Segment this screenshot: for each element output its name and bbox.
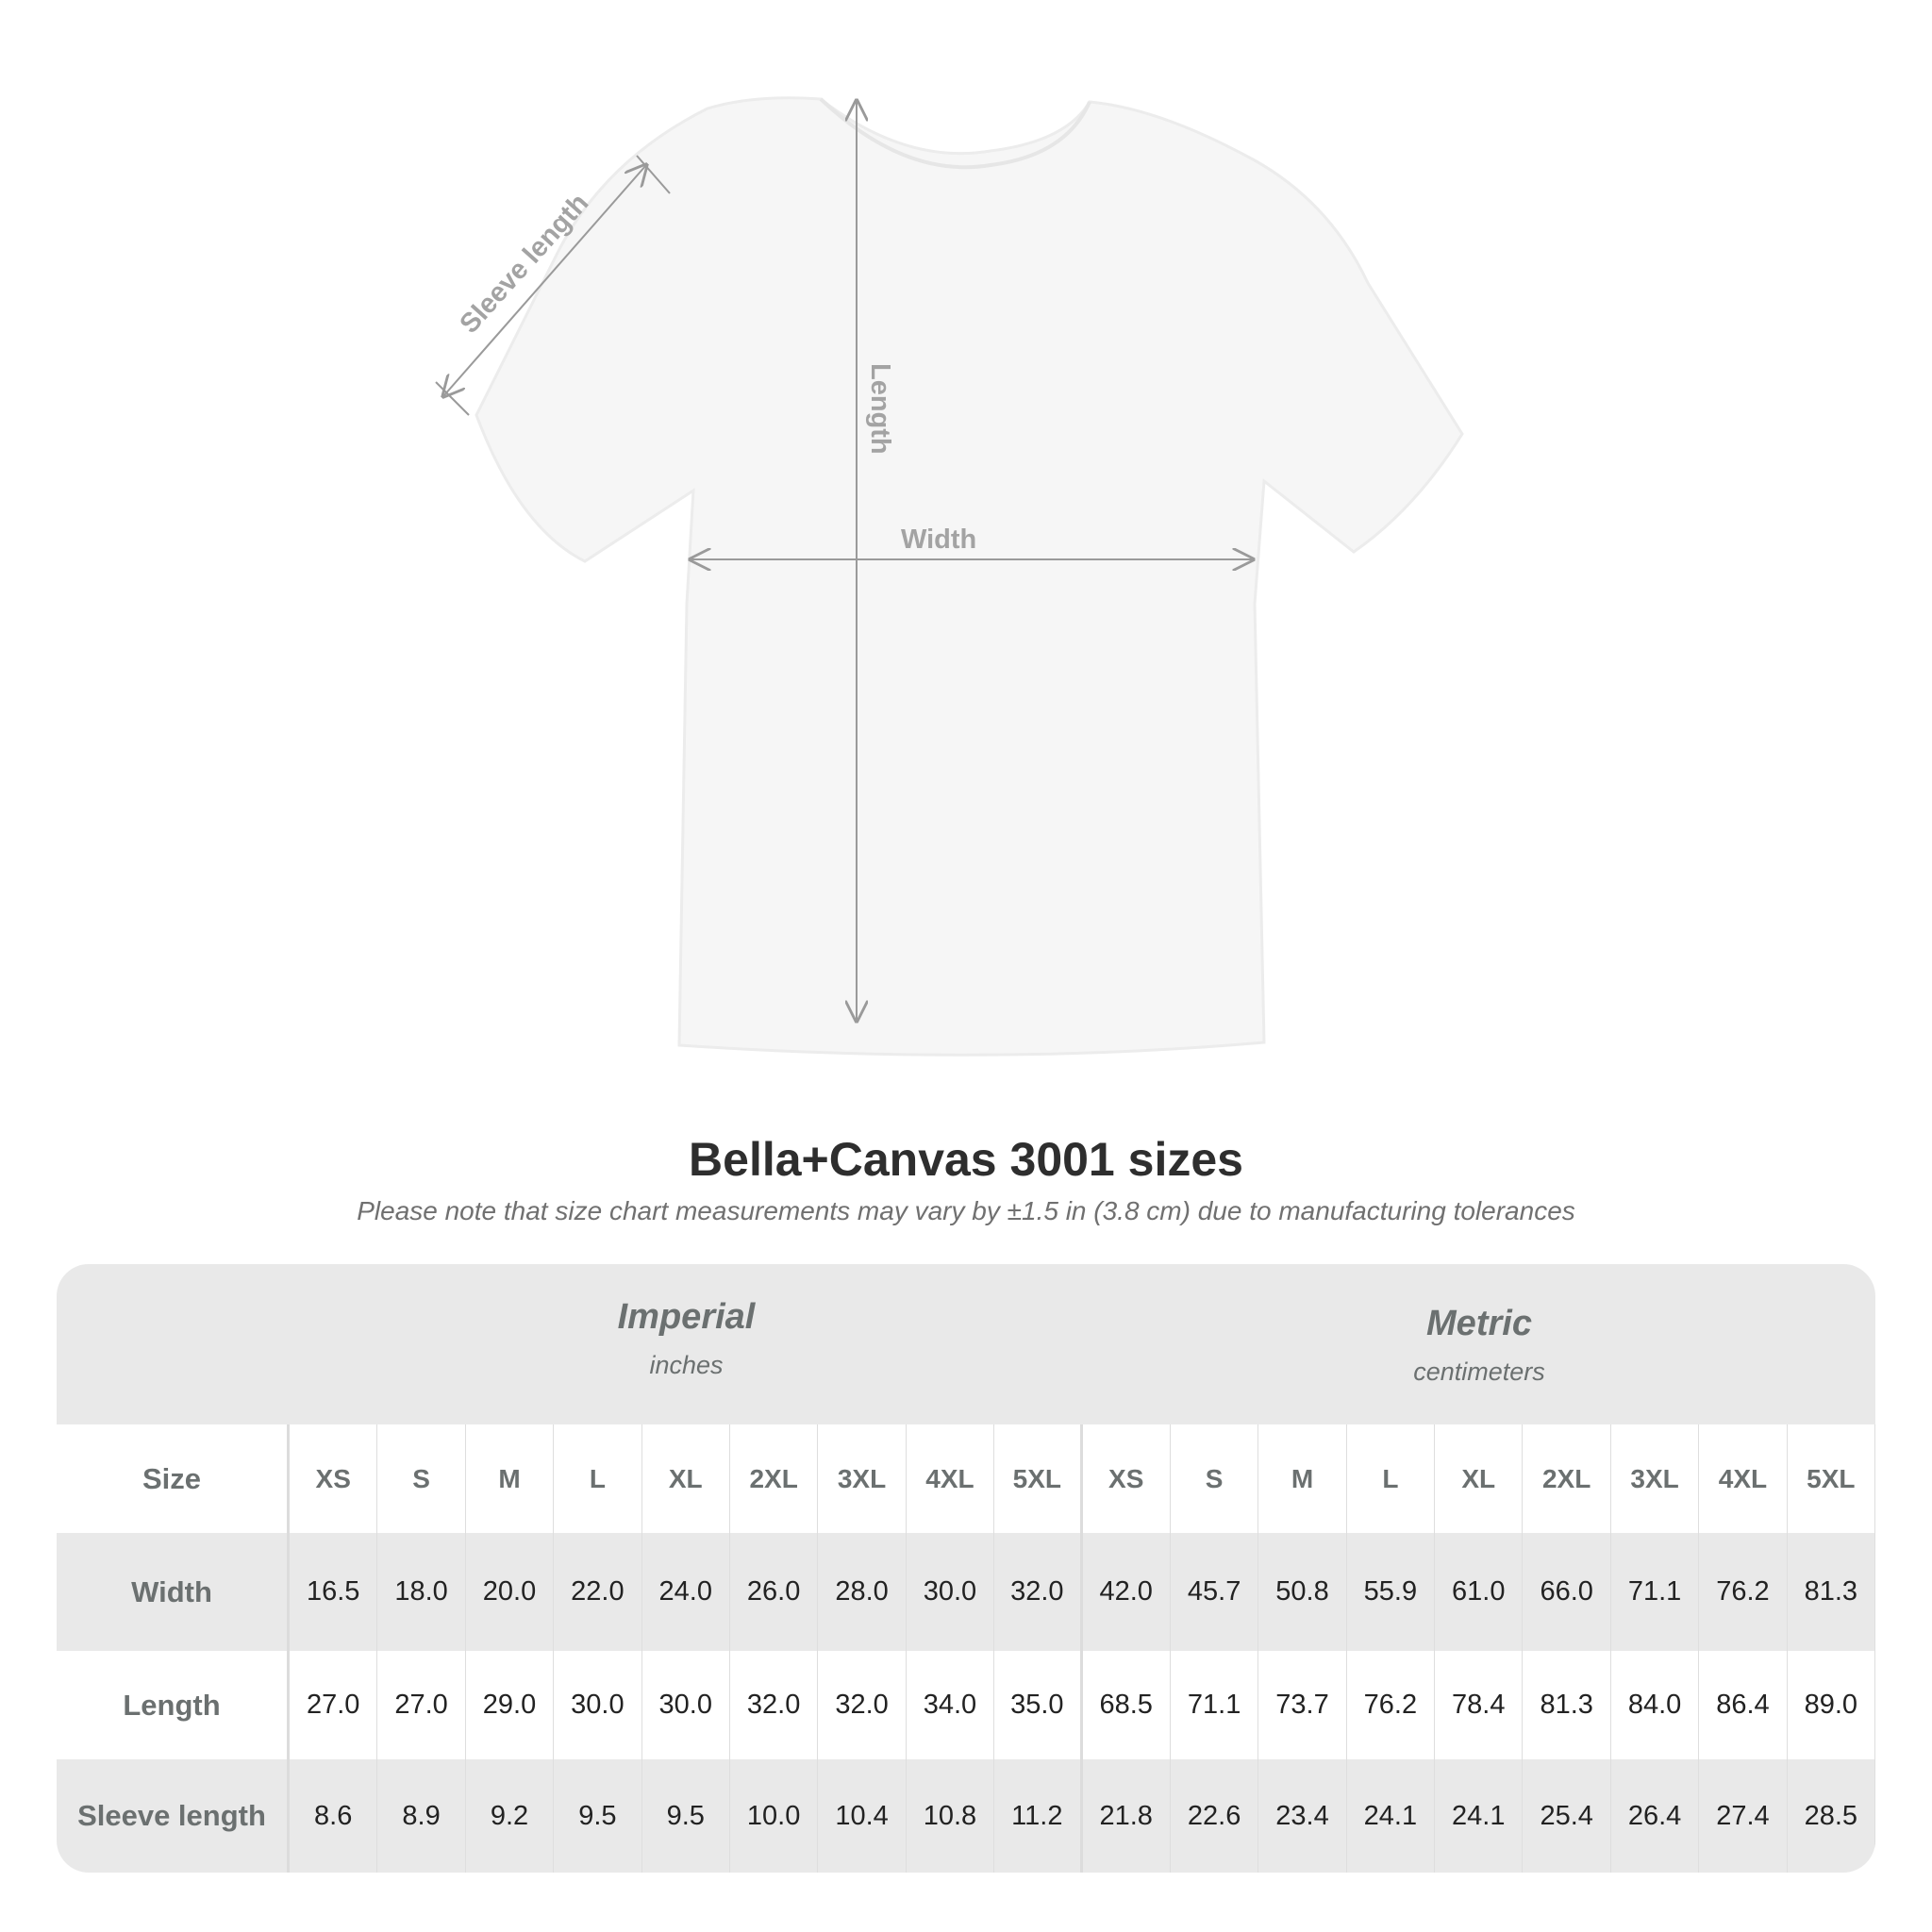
imperial-value: 24.0 — [642, 1533, 730, 1651]
group-title: Metric — [1426, 1304, 1532, 1343]
page-title: Bella+Canvas 3001 sizes — [689, 1133, 1243, 1186]
metric-value: 76.2 — [1347, 1651, 1436, 1759]
metric-value: 78.4 — [1435, 1651, 1524, 1759]
size-header: L — [554, 1424, 642, 1533]
metric-value: 22.6 — [1171, 1759, 1259, 1873]
group-unit: centimeters — [1413, 1357, 1545, 1386]
tolerance-note: Please note that size chart measurements… — [357, 1196, 1575, 1225]
tshirt-diagram: Sleeve length Length Width — [435, 96, 1464, 1057]
imperial-value: 8.9 — [377, 1759, 466, 1873]
size-header: 2XL — [730, 1424, 819, 1533]
sleeve-length-arrow — [443, 165, 646, 396]
size-header: S — [1171, 1424, 1259, 1533]
imperial-value: 18.0 — [377, 1533, 466, 1651]
imperial-value: 29.0 — [466, 1651, 555, 1759]
imperial-value: 30.0 — [642, 1651, 730, 1759]
metric-value: 71.1 — [1171, 1651, 1259, 1759]
metric-value: 55.9 — [1347, 1533, 1436, 1651]
imperial-value: 16.5 — [290, 1533, 378, 1651]
metric-value: 26.4 — [1611, 1759, 1700, 1873]
imperial-value: 20.0 — [466, 1533, 555, 1651]
imperial-value: 10.4 — [818, 1759, 907, 1873]
header-band — [57, 1264, 1875, 1424]
imperial-value: 8.6 — [290, 1759, 378, 1873]
size-header: 3XL — [818, 1424, 907, 1533]
size-header: M — [466, 1424, 555, 1533]
metric-value: 71.1 — [1611, 1533, 1700, 1651]
imperial-value: 22.0 — [554, 1533, 642, 1651]
group-title: Imperial — [617, 1297, 756, 1337]
imperial-value: 9.5 — [642, 1759, 730, 1873]
imperial-value: 28.0 — [818, 1533, 907, 1651]
size-header: XS — [1083, 1424, 1171, 1533]
size-header: L — [1347, 1424, 1436, 1533]
imperial-value: 34.0 — [907, 1651, 995, 1759]
imperial-value: 9.5 — [554, 1759, 642, 1873]
imperial-value: 32.0 — [994, 1533, 1083, 1651]
tshirt-shape — [475, 96, 1464, 1057]
metric-value: 61.0 — [1435, 1533, 1524, 1651]
imperial-value: 27.0 — [377, 1651, 466, 1759]
metric-value: 23.4 — [1258, 1759, 1347, 1873]
metric-value: 21.8 — [1083, 1759, 1171, 1873]
size-header: XL — [642, 1424, 730, 1533]
metric-value: 68.5 — [1083, 1651, 1171, 1759]
size-header: M — [1258, 1424, 1347, 1533]
imperial-value: 32.0 — [818, 1651, 907, 1759]
imperial-value: 30.0 — [907, 1533, 995, 1651]
metric-value: 81.3 — [1523, 1651, 1611, 1759]
row-label: Sleeve length — [57, 1759, 290, 1873]
size-header-row: Size XS S M L XL 2XL 3XL 4XL 5XL XS S M L XL 2XL 3XL 4XL 5… — [57, 1424, 1875, 1533]
imperial-value: 30.0 — [554, 1651, 642, 1759]
metric-value: 27.4 — [1699, 1759, 1788, 1873]
imperial-group-header: Imperial inches — [290, 1297, 1083, 1380]
metric-value: 76.2 — [1699, 1533, 1788, 1651]
metric-value: 28.5 — [1788, 1759, 1875, 1873]
metric-group-header: Metric centimeters — [1083, 1304, 1875, 1387]
metric-value: 81.3 — [1788, 1533, 1875, 1651]
metric-value: 66.0 — [1523, 1533, 1611, 1651]
size-header: 5XL — [1788, 1424, 1875, 1533]
metric-value: 25.4 — [1523, 1759, 1611, 1873]
metric-value: 24.1 — [1347, 1759, 1436, 1873]
size-header: 5XL — [994, 1424, 1083, 1533]
size-header: 3XL — [1611, 1424, 1700, 1533]
metric-value: 24.1 — [1435, 1759, 1524, 1873]
size-header: 2XL — [1523, 1424, 1611, 1533]
size-header: 4XL — [907, 1424, 995, 1533]
imperial-value: 26.0 — [730, 1533, 819, 1651]
row-label: Width — [57, 1533, 290, 1651]
width-label: Width — [901, 525, 976, 555]
row-label: Length — [57, 1651, 290, 1759]
imperial-value: 9.2 — [466, 1759, 555, 1873]
imperial-value: 10.0 — [730, 1759, 819, 1873]
size-header: S — [377, 1424, 466, 1533]
length-label: Length — [865, 363, 895, 455]
metric-value: 84.0 — [1611, 1651, 1700, 1759]
table-row: Length 27.0 27.0 29.0 30.0 30.0 32.0 32.0 34.0 35… — [57, 1651, 1875, 1759]
imperial-value: 11.2 — [994, 1759, 1083, 1873]
metric-value: 50.8 — [1258, 1533, 1347, 1651]
table-row: Width 16.5 18.0 20.0 22.0 24.0 26.0 28.0 30.0 32.… — [57, 1533, 1875, 1651]
size-header: XL — [1435, 1424, 1524, 1533]
row-band — [57, 1533, 1875, 1651]
size-header: 4XL — [1699, 1424, 1788, 1533]
imperial-value: 10.8 — [907, 1759, 995, 1873]
metric-value: 86.4 — [1699, 1651, 1788, 1759]
size-label: Size — [57, 1424, 290, 1533]
size-header: XS — [290, 1424, 378, 1533]
imperial-value: 27.0 — [290, 1651, 378, 1759]
group-unit: inches — [649, 1351, 724, 1379]
imperial-value: 35.0 — [994, 1651, 1083, 1759]
row-band — [57, 1759, 1875, 1873]
metric-value: 73.7 — [1258, 1651, 1347, 1759]
metric-value: 89.0 — [1788, 1651, 1875, 1759]
metric-value: 42.0 — [1083, 1533, 1171, 1651]
size-chart-table: Imperial inches Metric centimeters Size X… — [57, 1264, 1875, 1873]
imperial-value: 32.0 — [730, 1651, 819, 1759]
table-row: Sleeve length 8.6 8.9 9.2 9.5 9.5 10.0 10.4 10.8… — [57, 1759, 1875, 1873]
metric-value: 45.7 — [1171, 1533, 1259, 1651]
